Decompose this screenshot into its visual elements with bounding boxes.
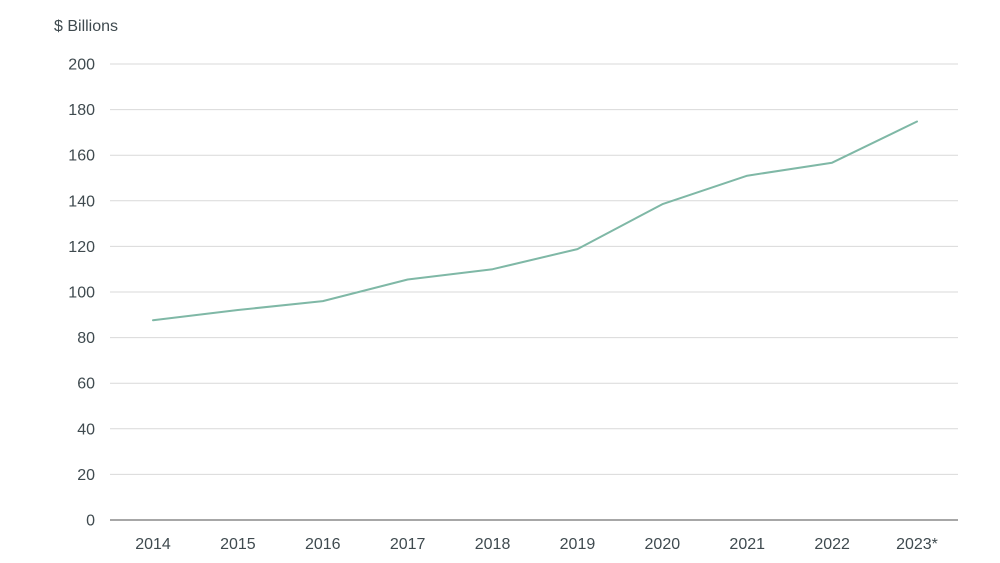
- y-tick-label: 80: [77, 330, 95, 347]
- y-tick-label: 140: [68, 193, 95, 210]
- y-tick-label: 40: [77, 421, 95, 438]
- x-tick-label: 2014: [135, 536, 171, 553]
- series-line-0: [152, 120, 918, 322]
- x-tick-label: 2018: [475, 536, 511, 553]
- y-tick-label: 0: [86, 513, 95, 530]
- y-axis-unit-label: $ Billions: [54, 18, 119, 35]
- x-tick-label: 2015: [220, 536, 256, 553]
- x-tick-label: 2023*: [896, 536, 938, 553]
- y-tick-label: 60: [77, 376, 95, 393]
- y-tick-label: 20: [77, 467, 95, 484]
- x-tick-label: 2021: [729, 536, 765, 553]
- y-tick-label: 200: [68, 57, 95, 74]
- x-tick-label: 2022: [814, 536, 850, 553]
- x-tick-label: 2020: [645, 536, 681, 553]
- y-tick-label: 120: [68, 239, 95, 256]
- gridlines: [110, 63, 958, 475]
- y-axis-ticks: 0 20 40 60 80 100 120 140 160 180 200: [68, 57, 95, 530]
- x-axis-ticks: 2014 2015 2016 2017 2018 2019 2020 2021 2022 2023…: [135, 536, 938, 553]
- x-tick-label: 2017: [390, 536, 426, 553]
- series-group: [152, 120, 918, 322]
- y-tick-label: 180: [68, 102, 95, 119]
- y-tick-label: 100: [68, 285, 95, 302]
- x-tick-label: 2019: [560, 536, 596, 553]
- x-tick-label: 2016: [305, 536, 341, 553]
- y-tick-label: 160: [68, 148, 95, 165]
